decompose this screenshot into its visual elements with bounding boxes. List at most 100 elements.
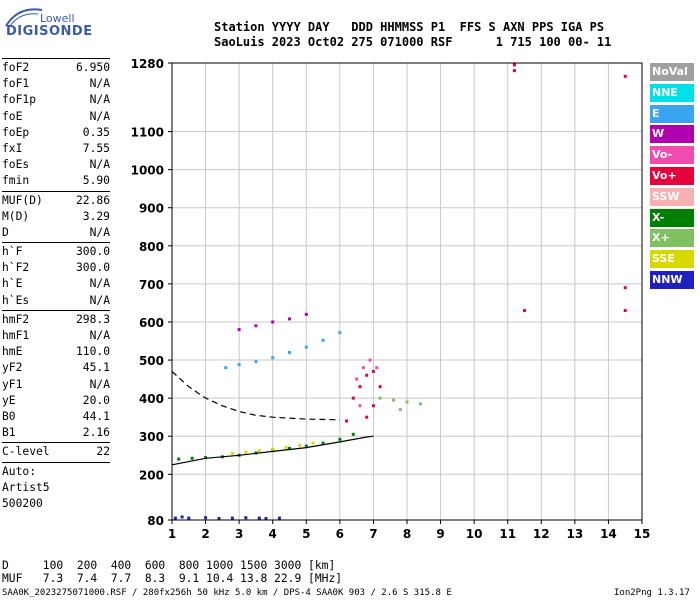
param-value: 44.1 xyxy=(82,409,110,423)
header-values: SaoLuis 2023 Oct02 275 071000 RSF 1 715 … xyxy=(214,35,612,49)
param-row: MUF(D) 22.86 xyxy=(2,193,110,209)
param-row: fxI 7.55 xyxy=(2,141,110,157)
param-row: yF1 N/A xyxy=(2,377,110,393)
echo-point xyxy=(271,449,275,453)
param-value: N/A xyxy=(89,158,110,172)
param-group-critical-freqs: foF2 6.950 foF1 N/A foF1p N/A foE N/A foEp 0.35 fx… xyxy=(2,60,110,190)
echo-point xyxy=(375,366,379,370)
param-row: foEp 0.35 xyxy=(2,125,110,141)
echo-point xyxy=(623,309,627,313)
divider xyxy=(2,309,110,311)
autoscaler-name: Artist5 xyxy=(2,480,50,494)
muf-distance-row: D 100 200 400 600 800 1000 1500 3000 [km… xyxy=(2,559,336,572)
echo-point xyxy=(304,345,308,349)
autoscaler-version: 500200 xyxy=(2,496,43,510)
y-tick-label: 1000 xyxy=(131,164,164,178)
echo-point xyxy=(623,286,627,290)
param-key: hmF1 xyxy=(2,329,30,342)
x-tick-label: 6 xyxy=(336,527,344,541)
param-row: fmin 5.90 xyxy=(2,173,110,189)
x-tick-label: 5 xyxy=(302,527,310,541)
param-row: hmF1 N/A xyxy=(2,328,110,344)
param-value: 22.86 xyxy=(75,193,110,207)
echo-point xyxy=(180,515,184,519)
echo-point xyxy=(254,360,258,364)
param-row: B1 2.16 xyxy=(2,425,110,441)
scaled-parameters-panel: foF2 6.950 foF1 N/A foF1p N/A foE N/A foEp 0.35 fx… xyxy=(2,57,110,512)
param-value: N/A xyxy=(89,109,110,123)
echo-point xyxy=(512,69,516,73)
echo-point xyxy=(371,404,375,408)
param-value: N/A xyxy=(89,377,110,391)
param-key: B1 xyxy=(2,426,16,440)
profile-traces xyxy=(171,371,374,466)
echo-point xyxy=(345,419,349,423)
param-row: foE N/A xyxy=(2,109,110,125)
param-value: 7.55 xyxy=(82,141,110,155)
param-value: 6.950 xyxy=(75,61,110,74)
legend-item: SSE xyxy=(650,250,694,269)
echo-point xyxy=(177,457,181,461)
param-row: foF1p N/A xyxy=(2,92,110,108)
legend-item: X- xyxy=(650,208,694,227)
param-row: D N/A xyxy=(2,225,110,241)
echo-point xyxy=(237,363,241,367)
divider xyxy=(2,190,110,192)
echo-point xyxy=(284,446,288,450)
echo-point xyxy=(304,444,308,448)
echo-point xyxy=(371,369,375,373)
param-value: 3.29 xyxy=(82,209,110,223)
legend-item: NNW xyxy=(650,270,694,289)
echo-point xyxy=(321,338,325,342)
param-group-confidence: C-level 22 xyxy=(2,444,110,460)
y-tick-label: 80 xyxy=(147,514,164,528)
echo-point xyxy=(173,516,177,520)
x-tick-label: 2 xyxy=(201,527,209,541)
param-value: 22 xyxy=(96,445,110,459)
param-row: foEs N/A xyxy=(2,157,110,173)
x-tick-label: 15 xyxy=(634,527,651,541)
x-tick-label: 8 xyxy=(403,527,411,541)
y-tick-label: 700 xyxy=(139,278,164,292)
param-value: 110.0 xyxy=(75,345,110,359)
x-tick-label: 1 xyxy=(168,527,176,541)
echo-point xyxy=(361,366,365,370)
echo-point xyxy=(523,309,526,313)
param-value: N/A xyxy=(89,293,110,307)
echo-point xyxy=(368,358,372,362)
param-value: 298.3 xyxy=(75,312,110,326)
echo-point xyxy=(405,400,409,404)
echo-point xyxy=(277,516,281,520)
echo-point xyxy=(355,377,359,381)
param-value: 20.0 xyxy=(82,393,110,407)
param-key: M(D) xyxy=(2,209,30,223)
echo-point xyxy=(257,516,261,520)
echo-point xyxy=(398,408,402,412)
param-key: fxI xyxy=(2,141,23,155)
y-tick-label: 900 xyxy=(139,202,164,216)
param-row: yF2 45.1 xyxy=(2,360,110,376)
echo-point xyxy=(217,516,221,520)
echo-point xyxy=(623,74,627,78)
plot-frame xyxy=(171,62,643,521)
file-info-footer: SAA0K_2023275071000.RSF / 280fx256h 50 k… xyxy=(2,588,452,598)
param-row: foF2 6.950 xyxy=(2,60,110,76)
legend-item: Vo+ xyxy=(650,166,694,185)
echo-point xyxy=(230,516,234,520)
param-key: yE xyxy=(2,393,16,407)
echo-point xyxy=(512,63,516,67)
echo-point xyxy=(288,350,291,354)
echo-point xyxy=(351,396,355,400)
legend-item: SSW xyxy=(650,187,694,206)
param-row: yE 20.0 xyxy=(2,393,110,409)
legend-item: NNE xyxy=(650,83,694,102)
echo-point xyxy=(358,385,362,389)
echo-point xyxy=(321,441,325,445)
param-key: h`Es xyxy=(2,293,30,307)
param-row: h`F2 300.0 xyxy=(2,260,110,276)
echo-point xyxy=(365,415,369,419)
echo-point xyxy=(204,516,208,520)
param-row: foF1 N/A xyxy=(2,76,110,92)
divider xyxy=(2,461,110,463)
